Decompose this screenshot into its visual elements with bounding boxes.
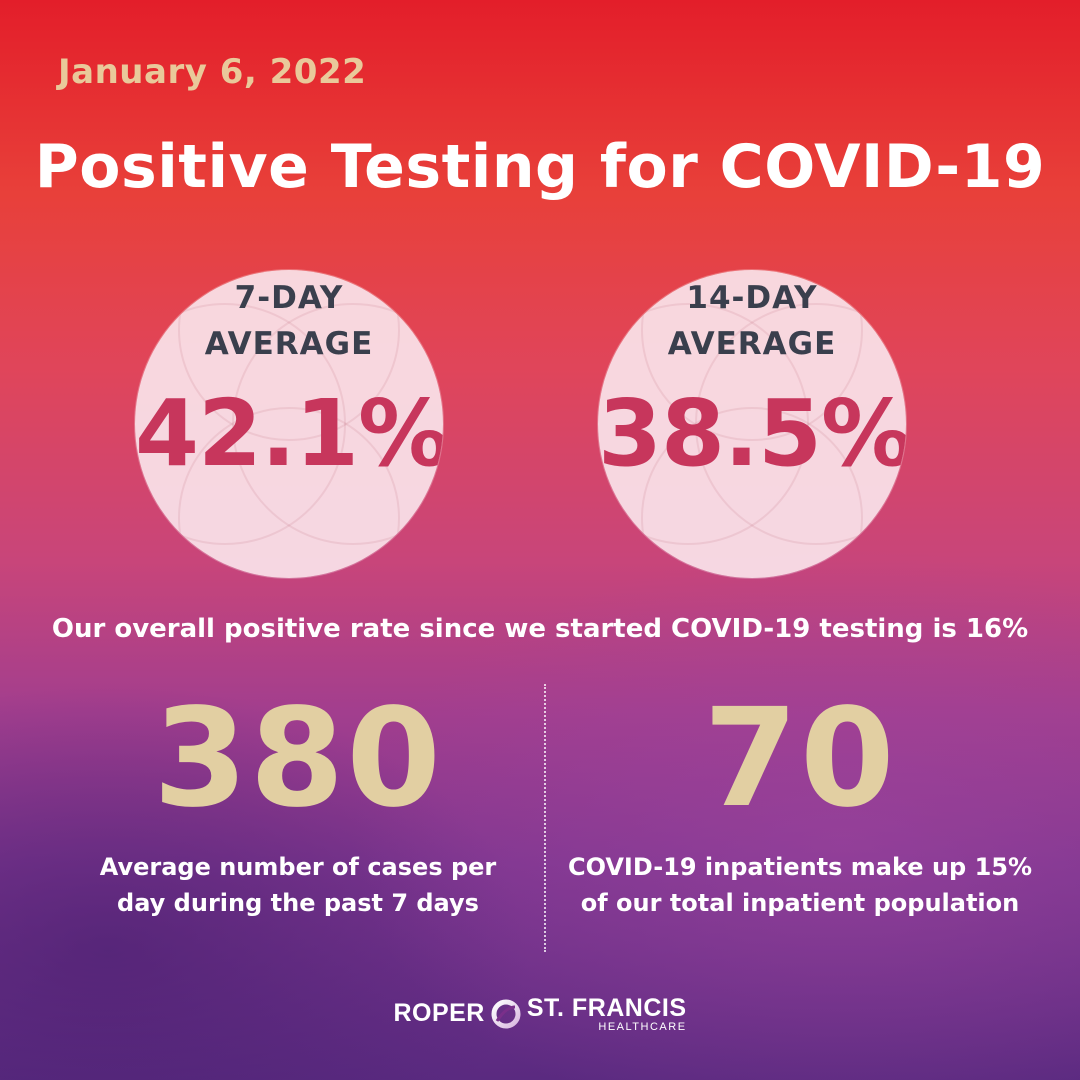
circle-pattern-decoration [135, 270, 443, 578]
cases-per-day-description-text: Average number of cases per day during t… [99, 852, 497, 917]
logo-word-healthcare: HEALTHCARE [598, 1021, 687, 1033]
fourteen-day-average-circle: 14-DAY AVERAGE 38.5% [598, 270, 906, 578]
circle-pattern-decoration [598, 270, 906, 578]
seven-day-label: 7-DAY [234, 280, 344, 316]
inpatients-description-text: COVID-19 inpatients make up 15% of our t… [567, 852, 1033, 917]
seven-day-average-value: 42.1% [135, 380, 443, 487]
fourteen-day-label: 14-DAY [686, 280, 818, 316]
cases-per-day-number: 380 [153, 680, 443, 838]
fourteen-day-average-value: 38.5% [598, 380, 906, 487]
fourteen-day-average-label: AVERAGE [667, 326, 837, 362]
roper-st-francis-logo: ROPER ST. FRANCIS HEALTHCARE [0, 994, 1080, 1044]
inpatients-number: 70 [703, 680, 897, 838]
inpatients-stat: 70 COVID-19 inpatients make up 15% of ou… [540, 688, 1060, 921]
cases-per-day-stat: 380 Average number of cases per day duri… [38, 688, 558, 921]
page-title: Positive Testing for COVID-19 [34, 132, 1046, 202]
date-label: January 6, 2022 [58, 52, 367, 92]
cases-per-day-description: Average number of cases per day during t… [38, 849, 558, 921]
seven-day-average-label: AVERAGE [204, 326, 374, 362]
dotted-divider [544, 684, 546, 952]
overall-positive-rate-text: Our overall positive rate since we start… [51, 614, 1029, 644]
inpatients-description: COVID-19 inpatients make up 15% of our t… [540, 849, 1060, 921]
logo-word-st-francis: ST. FRANCIS [526, 994, 687, 1022]
ribbon-logo-icon [491, 999, 521, 1028]
seven-day-average-circle: 7-DAY AVERAGE 42.1% [135, 270, 443, 578]
logo-word-roper: ROPER [393, 999, 485, 1027]
